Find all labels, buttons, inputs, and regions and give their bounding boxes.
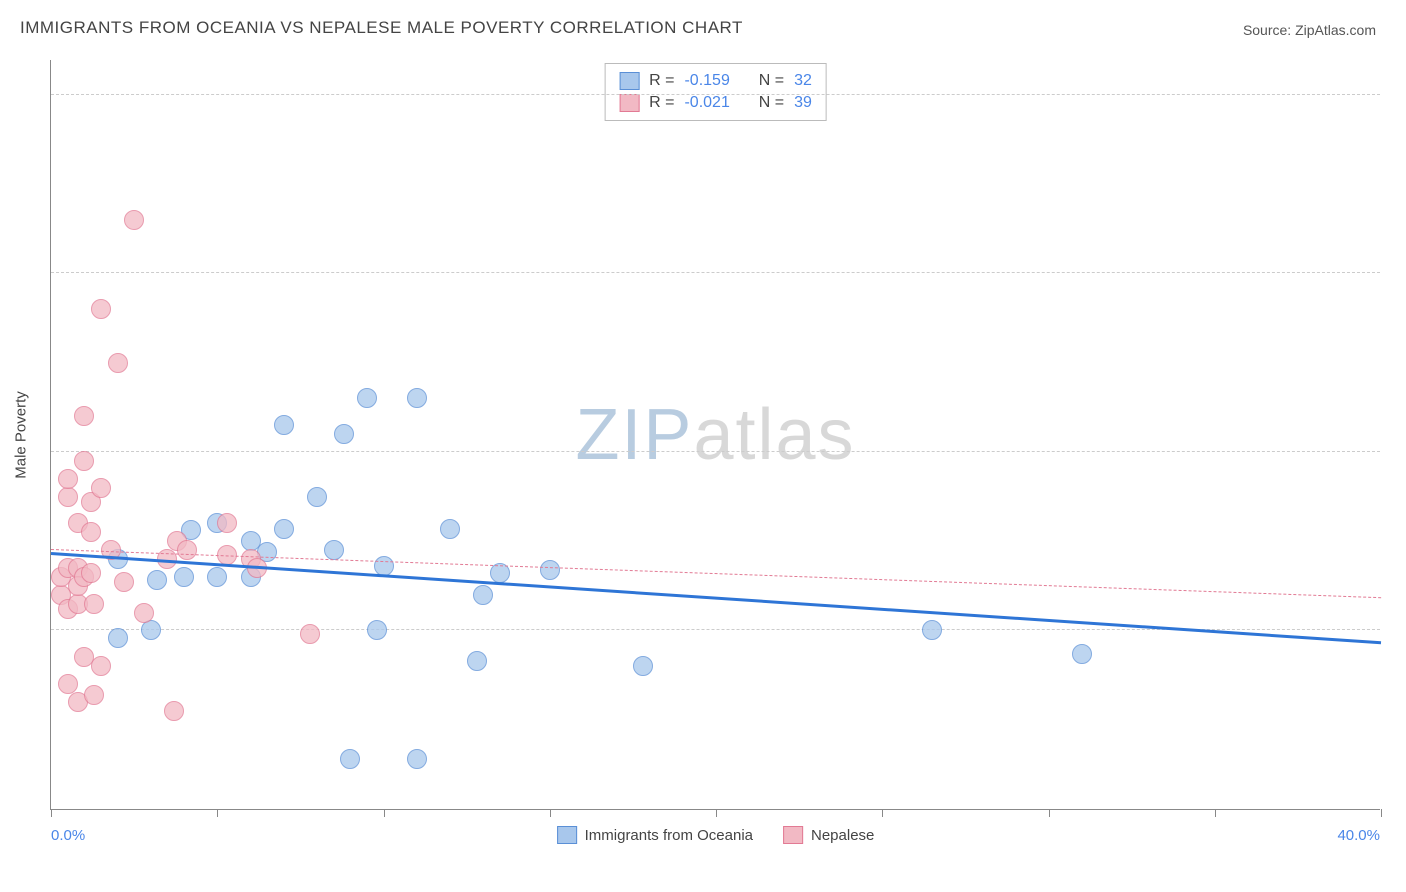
scatter-point bbox=[217, 513, 237, 533]
legend-item: Immigrants from Oceania bbox=[557, 826, 753, 844]
legend-label: Nepalese bbox=[811, 827, 874, 844]
legend-item: Nepalese bbox=[783, 826, 874, 844]
scatter-point bbox=[81, 563, 101, 583]
plot-area: Male Poverty ZIPatlas R =-0.159 N =32R =… bbox=[50, 60, 1380, 810]
scatter-point bbox=[633, 656, 653, 676]
x-axis-label: 40.0% bbox=[1337, 827, 1380, 844]
legend-swatch bbox=[557, 826, 577, 844]
x-tick bbox=[1381, 809, 1382, 817]
stats-legend: R = -0.159 N = 32 R = -0.021 N = 39 bbox=[604, 63, 827, 121]
scatter-point bbox=[324, 540, 344, 560]
stat-n-value: 39 bbox=[794, 94, 812, 112]
legend-swatch bbox=[619, 94, 639, 112]
scatter-point bbox=[74, 406, 94, 426]
x-tick bbox=[716, 809, 717, 817]
scatter-point bbox=[177, 540, 197, 560]
gridline bbox=[51, 451, 1380, 452]
scatter-point bbox=[58, 469, 78, 489]
watermark: ZIPatlas bbox=[575, 394, 855, 476]
scatter-point bbox=[91, 656, 111, 676]
scatter-point bbox=[334, 424, 354, 444]
scatter-point bbox=[357, 388, 377, 408]
y-axis-title: Male Poverty bbox=[13, 391, 30, 479]
scatter-point bbox=[174, 567, 194, 587]
scatter-point bbox=[81, 522, 101, 542]
x-tick bbox=[882, 809, 883, 817]
x-tick bbox=[51, 809, 52, 817]
scatter-point bbox=[307, 487, 327, 507]
x-tick bbox=[550, 809, 551, 817]
chart-title: IMMIGRANTS FROM OCEANIA VS NEPALESE MALE… bbox=[20, 18, 743, 38]
stat-n-label: N = bbox=[759, 94, 784, 112]
scatter-point bbox=[164, 701, 184, 721]
gridline bbox=[51, 94, 1380, 95]
y-tick-label: 40.0% bbox=[1390, 69, 1406, 86]
scatter-point bbox=[141, 620, 161, 640]
stat-n-label: N = bbox=[759, 72, 784, 90]
y-tick-label: 20.0% bbox=[1390, 426, 1406, 443]
gridline bbox=[51, 272, 1380, 273]
scatter-point bbox=[407, 388, 427, 408]
x-tick bbox=[1215, 809, 1216, 817]
scatter-point bbox=[84, 594, 104, 614]
scatter-point bbox=[540, 560, 560, 580]
stat-r-value: -0.159 bbox=[684, 72, 729, 90]
x-axis-label: 0.0% bbox=[51, 827, 85, 844]
scatter-point bbox=[114, 572, 134, 592]
y-tick-label: 30.0% bbox=[1390, 248, 1406, 265]
scatter-point bbox=[274, 415, 294, 435]
scatter-point bbox=[407, 749, 427, 769]
scatter-point bbox=[84, 685, 104, 705]
scatter-point bbox=[440, 519, 460, 539]
x-tick bbox=[1049, 809, 1050, 817]
x-tick bbox=[217, 809, 218, 817]
stat-r-label: R = bbox=[649, 94, 674, 112]
scatter-point bbox=[91, 299, 111, 319]
scatter-point bbox=[340, 749, 360, 769]
legend-swatch bbox=[783, 826, 803, 844]
trend-line bbox=[51, 552, 1381, 644]
scatter-point bbox=[1072, 644, 1092, 664]
scatter-point bbox=[922, 620, 942, 640]
scatter-point bbox=[108, 353, 128, 373]
scatter-point bbox=[147, 570, 167, 590]
stat-n-value: 32 bbox=[794, 72, 812, 90]
scatter-point bbox=[58, 487, 78, 507]
x-tick bbox=[384, 809, 385, 817]
scatter-point bbox=[134, 603, 154, 623]
scatter-point bbox=[367, 620, 387, 640]
scatter-point bbox=[467, 651, 487, 671]
stat-r-label: R = bbox=[649, 72, 674, 90]
legend-label: Immigrants from Oceania bbox=[585, 827, 753, 844]
scatter-point bbox=[58, 674, 78, 694]
y-tick-label: 10.0% bbox=[1390, 605, 1406, 622]
legend-swatch bbox=[619, 72, 639, 90]
scatter-point bbox=[300, 624, 320, 644]
scatter-point bbox=[124, 210, 144, 230]
bottom-legend: Immigrants from Oceania Nepalese bbox=[557, 826, 875, 844]
scatter-point bbox=[91, 478, 111, 498]
scatter-point bbox=[274, 519, 294, 539]
stats-row: R = -0.159 N = 32 bbox=[619, 70, 812, 92]
scatter-point bbox=[108, 628, 128, 648]
source-label: Source: ZipAtlas.com bbox=[1243, 22, 1376, 38]
scatter-point bbox=[207, 567, 227, 587]
stat-r-value: -0.021 bbox=[684, 94, 729, 112]
stats-row: R = -0.021 N = 39 bbox=[619, 92, 812, 114]
scatter-point bbox=[74, 451, 94, 471]
scatter-point bbox=[473, 585, 493, 605]
